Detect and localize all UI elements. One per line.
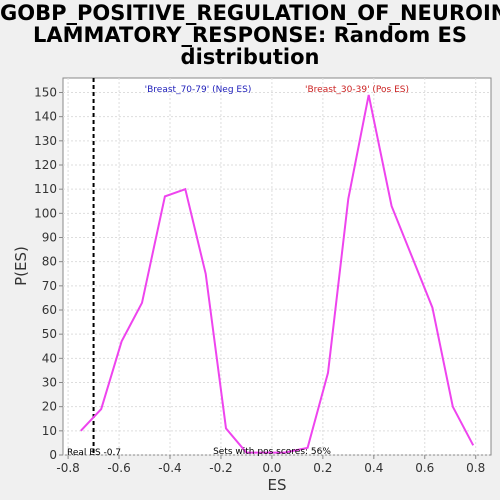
y-tick-label: 20 [42,400,57,414]
y-tick-label: 70 [42,279,57,293]
y-tick-label: 40 [42,351,57,365]
pos-es-label: 'Breast_30-39' (Pos ES) [305,85,409,95]
y-tick-label: 80 [42,255,57,269]
y-tick-label: 100 [34,206,57,220]
x-tick-label: 0.4 [364,461,383,475]
x-tick-label: -0.8 [56,461,79,475]
grid-lines [63,78,491,456]
y-tick-label: 30 [42,376,57,390]
x-tick-label: -0.4 [158,461,181,475]
x-tick-label: 0.0 [262,461,281,475]
x-tick-label: -0.6 [107,461,130,475]
y-tick-label: 50 [42,327,57,341]
chart-title-line-1: GOBP_POSITIVE_REGULATION_OF_NEUROINF [0,1,500,25]
y-tick-label: 110 [34,182,57,196]
y-axis-label: P(ES) [12,246,30,286]
y-axis-ticks: 0 10 20 30 40 50 60 70 80 90 100 110 120 130 140 150 [34,86,63,462]
plot-area [62,77,492,456]
x-tick-label: -0.2 [209,461,232,475]
chart-title-line-2: LAMMATORY_RESPONSE: Random ES [32,23,467,47]
real-es-label: Real ES -0.7 [67,448,121,458]
es-distribution-line [80,94,475,454]
chart-title: GOBP_POSITIVE_REGULATION_OF_NEUROINF LAM… [0,2,500,68]
pos-scores-label: Sets with pos scores: 56% [213,447,331,457]
chart-title-line-3: distribution [180,45,320,69]
x-tick-label: 0.8 [466,461,485,475]
y-tick-label: 10 [42,424,57,438]
y-tick-label: 150 [34,86,57,100]
y-tick-label: 0 [49,448,57,462]
y-tick-label: 140 [34,110,57,124]
x-tick-label: 0.2 [313,461,332,475]
y-tick-label: 60 [42,303,57,317]
y-tick-label: 90 [42,231,57,245]
x-tick-label: 0.6 [415,461,434,475]
x-axis-label: ES [268,476,287,494]
neg-es-label: 'Breast_70-79' (Neg ES) [145,85,252,95]
y-tick-label: 130 [34,134,57,148]
x-axis-ticks: -0.8 -0.6 -0.4 -0.2 0.0 0.2 0.4 0.6 0.8 [56,455,485,475]
y-tick-label: 120 [34,158,57,172]
